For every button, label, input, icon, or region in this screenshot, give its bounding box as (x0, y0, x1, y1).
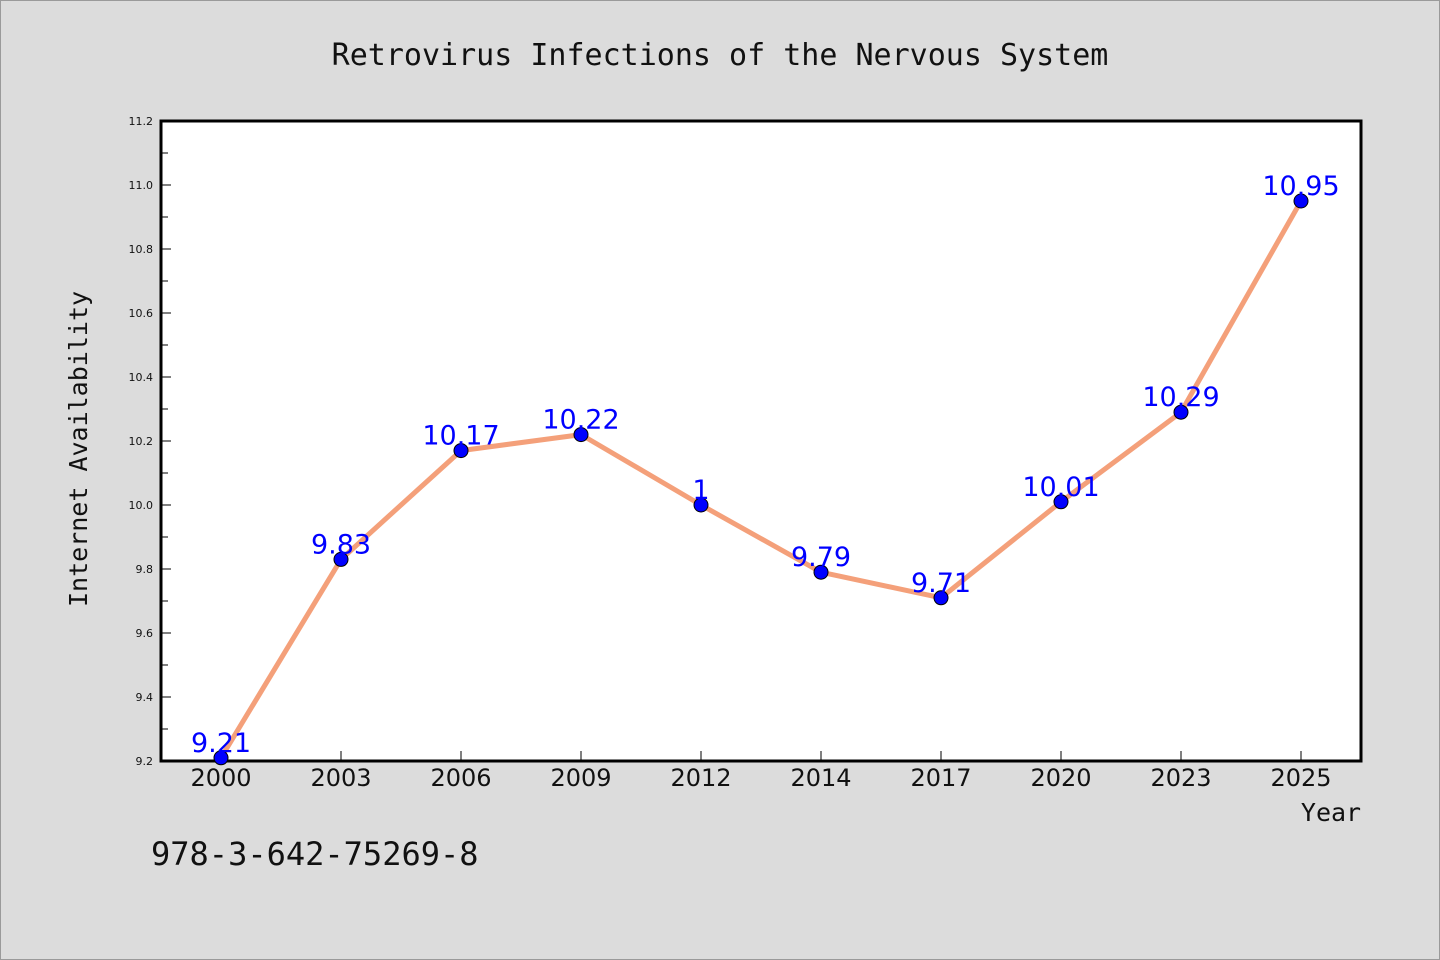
y-tick-label: 10.0 (129, 499, 154, 512)
y-tick-label: 10.4 (129, 371, 154, 384)
data-point (573, 427, 589, 443)
y-tick-label: 9.4 (136, 691, 154, 704)
data-label: 10.17 (422, 421, 499, 452)
y-tick-label: 10.2 (129, 435, 154, 448)
x-axis-label: Year (1301, 798, 1361, 827)
data-point (693, 497, 709, 513)
y-tick-label: 11.0 (129, 179, 154, 192)
x-tick-label: 2017 (910, 764, 971, 792)
y-tick-label: 9.8 (136, 563, 154, 576)
x-tick-label: 2003 (310, 764, 371, 792)
data-label: 10.01 (1022, 472, 1099, 503)
x-axis: 2000 2003 2006 2009 2012 2014 2017 2020 2023 2025 (190, 751, 1332, 792)
y-tick-label: 9.6 (136, 627, 154, 640)
y-tick-label: 10.6 (129, 307, 154, 320)
data-point (453, 443, 469, 459)
data-label: 9.71 (911, 568, 971, 599)
x-tick-label: 2009 (550, 764, 611, 792)
x-tick-label: 2006 (430, 764, 491, 792)
data-points (213, 193, 1309, 766)
data-label: 10.95 (1262, 171, 1339, 202)
x-tick-label: 2012 (670, 764, 731, 792)
data-point (333, 551, 349, 567)
isbn-text: 978-3-642-75269-8 (151, 835, 479, 873)
y-tick-label: 9.2 (136, 755, 154, 768)
data-label: 10.22 (542, 405, 619, 436)
series-line (218, 198, 1304, 761)
chart-title: Retrovirus Infections of the Nervous Sys… (332, 38, 1109, 73)
x-tick-label: 2014 (790, 764, 851, 792)
y-tick-label: 11.2 (129, 115, 154, 128)
data-point (933, 590, 949, 606)
data-label: 1 (692, 475, 709, 506)
data-label: 9.83 (311, 529, 371, 560)
data-point (213, 750, 229, 766)
x-tick-label: 2000 (190, 764, 251, 792)
data-label: 9.79 (791, 542, 851, 573)
data-point (813, 564, 829, 580)
data-point (1053, 494, 1069, 510)
y-axis: 9.2 9.4 9.6 9.8 10.0 10.2 10.4 10.6 10.8 11.0 11.2 (129, 115, 171, 768)
plot-area (159, 119, 1363, 763)
x-tick-label: 2025 (1270, 764, 1331, 792)
x-tick-label: 2020 (1030, 764, 1091, 792)
data-label: 10.29 (1142, 382, 1219, 413)
x-tick-label: 2023 (1150, 764, 1211, 792)
data-point (1293, 193, 1309, 209)
y-tick-label: 10.8 (129, 243, 154, 256)
data-label: 9.21 (191, 728, 251, 759)
y-axis-label: Internet Availability (64, 291, 93, 607)
data-labels: 9.21 9.83 10.17 10.22 1 9.79 9.71 10.01 10.29 10.… (191, 171, 1340, 759)
data-point (1173, 404, 1189, 420)
